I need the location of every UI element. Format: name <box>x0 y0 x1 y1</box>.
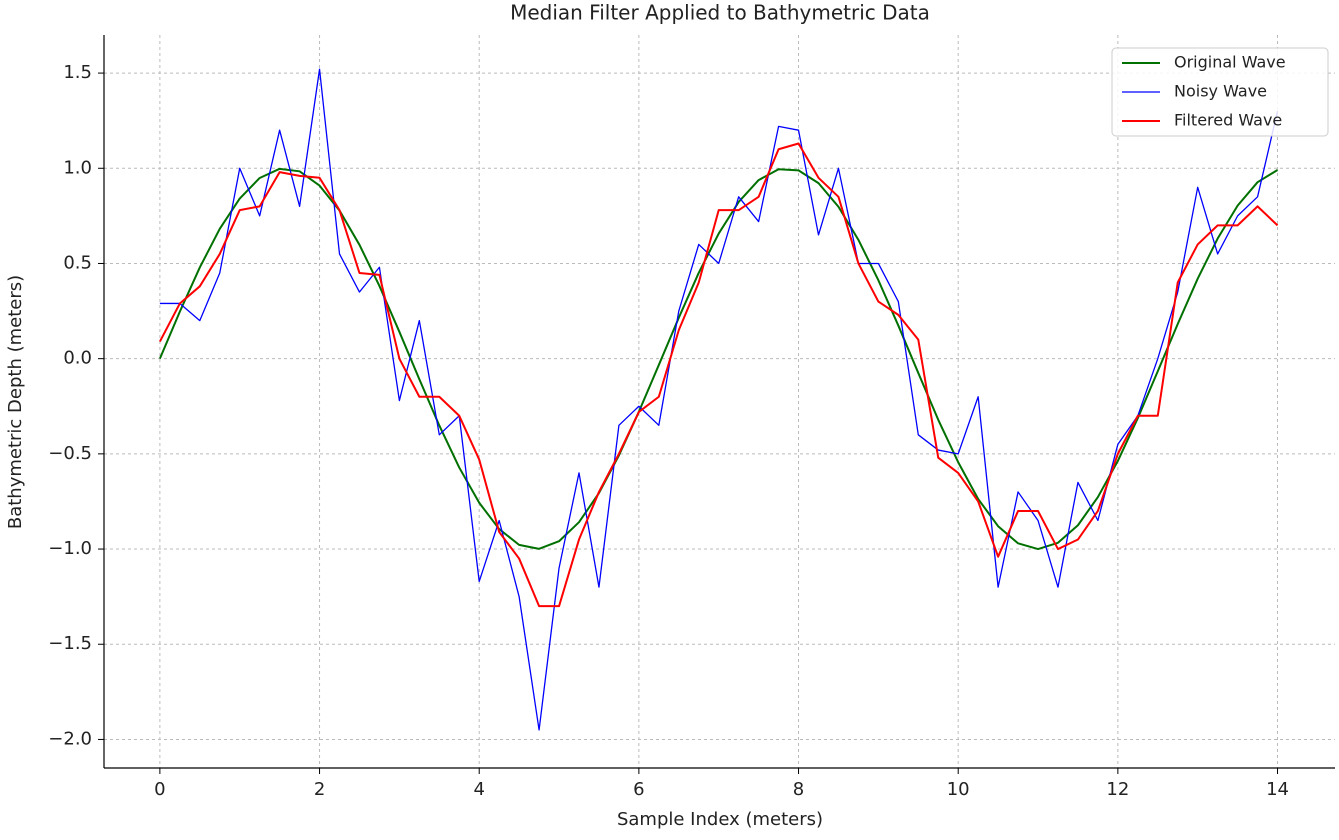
legend: Original Wave Noisy Wave Filtered Wave <box>1111 47 1329 137</box>
y-tick-label: 0.5 <box>63 252 92 273</box>
y-axis-label: Bathymetric Depth (meters) <box>5 275 26 529</box>
x-tick-label: 4 <box>473 779 484 800</box>
x-tick-label: 12 <box>1106 779 1129 800</box>
x-tick-label: 8 <box>793 779 804 800</box>
y-tick-label: 0.0 <box>63 348 92 369</box>
y-tick-label: −1.0 <box>48 538 92 559</box>
y-tick-label: −0.5 <box>48 443 92 464</box>
x-axis-label: Sample Index (meters) <box>617 809 823 830</box>
x-tick-label: 14 <box>1266 779 1289 800</box>
x-tick-label: 0 <box>154 779 165 800</box>
x-tick-label: 2 <box>314 779 325 800</box>
chart-title: Median Filter Applied to Bathymetric Dat… <box>510 1 930 25</box>
y-tick-label: 1.5 <box>63 62 92 83</box>
y-tick-label: 1.0 <box>63 157 92 178</box>
x-tick-label: 6 <box>633 779 644 800</box>
series-line <box>158 142 1279 608</box>
y-tick-label: −1.5 <box>48 633 92 654</box>
legend-label: Noisy Wave <box>1174 82 1267 101</box>
y-tick-label: −2.0 <box>48 728 92 749</box>
legend-label: Filtered Wave <box>1174 111 1282 130</box>
x-tick-label: 10 <box>947 779 970 800</box>
series-line <box>159 68 1279 731</box>
legend-box <box>1111 47 1329 137</box>
legend-label: Original Wave <box>1174 53 1286 72</box>
